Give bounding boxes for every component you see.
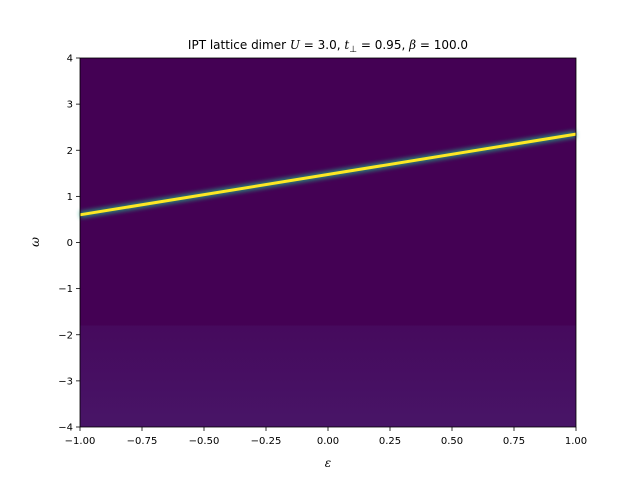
y-tick-label: −4 bbox=[58, 423, 73, 434]
y-axis-ticks: −4 −3 −2 −1 0 1 2 3 4 bbox=[58, 54, 80, 434]
x-tick-label: 1.00 bbox=[565, 436, 587, 447]
x-tick-label: 0.00 bbox=[317, 436, 339, 447]
x-tick-label: 0.25 bbox=[379, 436, 401, 447]
x-tick-label: −1.00 bbox=[65, 436, 96, 447]
y-tick-label: −3 bbox=[58, 376, 73, 387]
x-axis-label: ε bbox=[325, 456, 331, 470]
chart-title: IPT lattice dimer U = 3.0, t⊥ = 0.95, β … bbox=[188, 38, 468, 55]
y-tick-label: 4 bbox=[67, 54, 73, 65]
x-tick-label: −0.25 bbox=[251, 436, 282, 447]
x-tick-label: −0.75 bbox=[127, 436, 158, 447]
y-tick-label: −2 bbox=[58, 330, 73, 341]
y-tick-label: 0 bbox=[67, 238, 73, 249]
plot-area bbox=[79, 58, 577, 427]
y-tick-label: 1 bbox=[67, 192, 73, 203]
spectral-peak-line bbox=[79, 132, 577, 217]
x-axis-ticks: −1.00 −0.75 −0.50 −0.25 0.00 0.25 0.50 0.75 1.00 bbox=[65, 427, 587, 447]
x-tick-label: 0.75 bbox=[503, 436, 525, 447]
y-tick-label: 2 bbox=[67, 146, 73, 157]
x-tick-label: 0.50 bbox=[441, 436, 463, 447]
y-tick-label: 3 bbox=[67, 100, 73, 111]
x-tick-label: −0.50 bbox=[189, 436, 220, 447]
y-axis-label: ω bbox=[28, 237, 42, 247]
y-tick-label: −1 bbox=[58, 284, 73, 295]
heatmap-lower-band bbox=[80, 325, 576, 427]
